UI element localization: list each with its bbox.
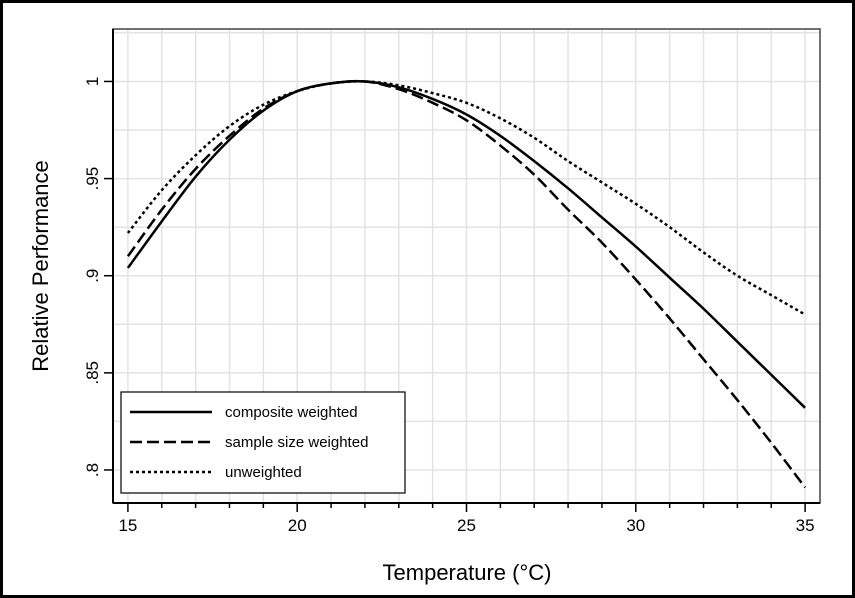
legend-label: composite weighted bbox=[225, 404, 358, 421]
series-line-sample-size-weighted bbox=[126, 79, 807, 489]
legend: composite weighted sample size weighted un… bbox=[120, 391, 406, 494]
y-axis-label: Relative Performance bbox=[28, 160, 53, 372]
y-tick-label: .95 bbox=[83, 167, 102, 191]
x-tick-label: 35 bbox=[796, 516, 815, 535]
series-line-unweighted bbox=[126, 80, 806, 316]
legend-label: unweighted bbox=[225, 464, 302, 481]
x-tick-label: 30 bbox=[626, 516, 645, 535]
y-tick-label: .85 bbox=[83, 361, 102, 385]
grid bbox=[113, 29, 820, 503]
y-tick-label: .8 bbox=[83, 463, 102, 477]
x-tick-label: 20 bbox=[288, 516, 307, 535]
y-tick-label: .9 bbox=[83, 269, 102, 283]
axis-ticks: 15 20 25 30 35 .8 .85 .9 .95 1 bbox=[83, 77, 815, 535]
y-tick-label: 1 bbox=[83, 77, 102, 86]
series-lines bbox=[126, 79, 807, 489]
x-tick-label: 25 bbox=[457, 516, 476, 535]
legend-label: sample size weighted bbox=[225, 434, 368, 451]
x-tick-label: 15 bbox=[118, 516, 137, 535]
x-axis-label: Temperature (°C) bbox=[383, 560, 552, 585]
series-line-composite-weighted bbox=[126, 80, 806, 409]
